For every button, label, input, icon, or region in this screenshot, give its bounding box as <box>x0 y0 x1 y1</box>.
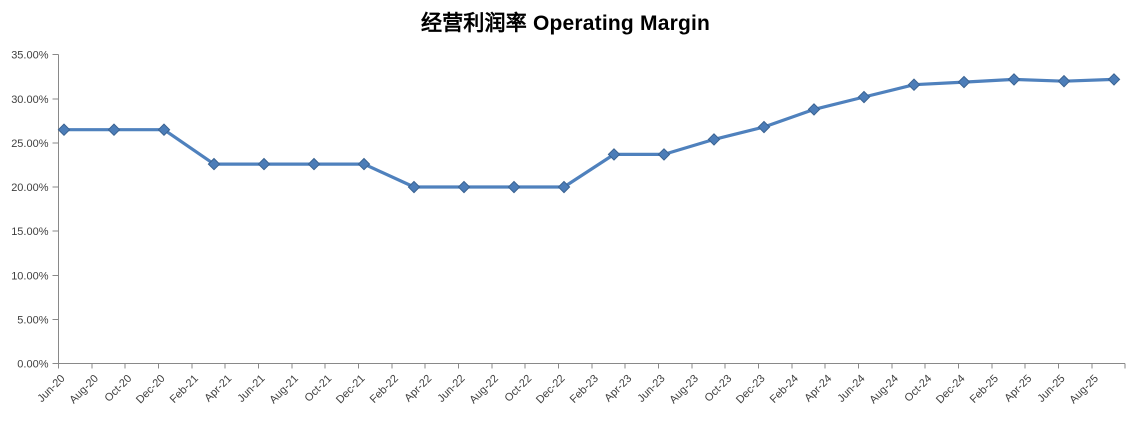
x-axis-tick-label: Apr-21 <box>202 373 234 405</box>
axes <box>52 54 1126 369</box>
data-point-marker <box>1057 74 1071 88</box>
series-line <box>62 77 1116 189</box>
data-point-marker <box>57 123 71 137</box>
x-axis-tick-label: Apr-23 <box>602 373 634 405</box>
y-axis-tick-label: 10.00% <box>11 270 49 282</box>
data-point-marker <box>907 78 921 92</box>
data-point-marker <box>807 103 821 116</box>
x-axis-tick-label: Dec-22 <box>534 373 568 407</box>
x-axis-tick-label: Aug-23 <box>667 373 701 407</box>
x-axis-tick-label: Apr-25 <box>1002 373 1034 405</box>
y-axis-tick-label: 25.00% <box>11 138 49 150</box>
data-point-marker <box>957 75 971 89</box>
x-axis-tick-label: Dec-23 <box>734 373 768 407</box>
data-point-marker <box>657 148 671 161</box>
y-axis-tick-label: 0.00% <box>17 359 48 371</box>
y-axis-tick-label: 35.00% <box>11 50 49 62</box>
data-point-marker <box>257 157 271 171</box>
data-point-marker <box>707 133 721 146</box>
data-point-marker <box>307 157 321 171</box>
data-point-marker <box>557 180 571 194</box>
x-axis-tick-label: Aug-24 <box>867 373 901 407</box>
data-point-marker <box>157 123 171 137</box>
y-axis-tick-label: 20.00% <box>11 182 49 194</box>
x-axis-tick-label: Oct-20 <box>102 373 134 405</box>
x-axis-tick-label: Feb-22 <box>368 373 401 406</box>
x-axis-tick-label: Jun-20 <box>35 373 67 405</box>
x-axis-tick-label: Jun-24 <box>835 373 867 405</box>
x-axis-tick-label: Feb-25 <box>968 373 1001 406</box>
x-axis-tick-label: Feb-24 <box>768 373 801 406</box>
x-axis-tick-label: Oct-24 <box>902 373 934 405</box>
x-axis-tick-label: Jun-25 <box>1035 373 1067 405</box>
chart-title: 经营利润率 Operating Margin <box>420 12 711 35</box>
y-axis-labels: 35.00% 30.00% 25.00% 20.00% 15.00% 10.00% 5.00… <box>11 50 49 371</box>
data-point-marker <box>207 157 221 171</box>
x-axis-tick-label: Apr-24 <box>802 373 834 405</box>
data-point-marker <box>757 120 771 134</box>
data-point-marker <box>107 123 121 137</box>
x-axis-tick-label: Aug-22 <box>467 373 501 407</box>
data-point-marker <box>457 180 471 194</box>
y-axis-tick-label: 5.00% <box>17 314 48 326</box>
x-axis-tick-label: Dec-20 <box>134 373 168 407</box>
x-axis-tick-label: Aug-21 <box>267 373 301 407</box>
y-axis-tick-label: 30.00% <box>11 94 49 106</box>
data-point-marker <box>857 90 871 104</box>
x-axis-tick-label: Jun-21 <box>235 373 267 405</box>
x-axis-tick-label: Feb-23 <box>568 373 601 406</box>
data-point-marker <box>507 180 521 194</box>
x-axis-tick-label: Oct-22 <box>502 373 534 405</box>
x-axis-tick-label: Jun-23 <box>635 373 667 405</box>
y-axis-tick-label: 15.00% <box>11 226 49 238</box>
data-point-marker <box>1107 73 1121 86</box>
x-axis-tick-label: Oct-21 <box>302 373 334 405</box>
data-point-marker <box>1007 73 1021 86</box>
x-axis-tick-label: Dec-24 <box>934 373 968 407</box>
data-point-marker <box>407 180 421 194</box>
series-markers <box>57 73 1121 194</box>
x-axis-labels: Jun-20 Aug-20 Oct-20 Dec-20 Feb-21 Apr-21 Jun-… <box>35 373 1101 407</box>
x-axis-tick-label: Jun-22 <box>435 373 467 405</box>
x-axis-tick-label: Apr-22 <box>402 373 434 405</box>
data-point-marker <box>607 148 621 161</box>
x-axis-tick-label: Aug-25 <box>1067 373 1101 407</box>
x-axis-tick-label: Feb-21 <box>168 373 201 406</box>
x-axis-tick-label: Dec-21 <box>334 373 368 407</box>
x-axis-tick-label: Aug-20 <box>67 373 101 407</box>
data-point-marker <box>357 157 371 171</box>
x-axis-tick-label: Oct-23 <box>702 373 734 405</box>
